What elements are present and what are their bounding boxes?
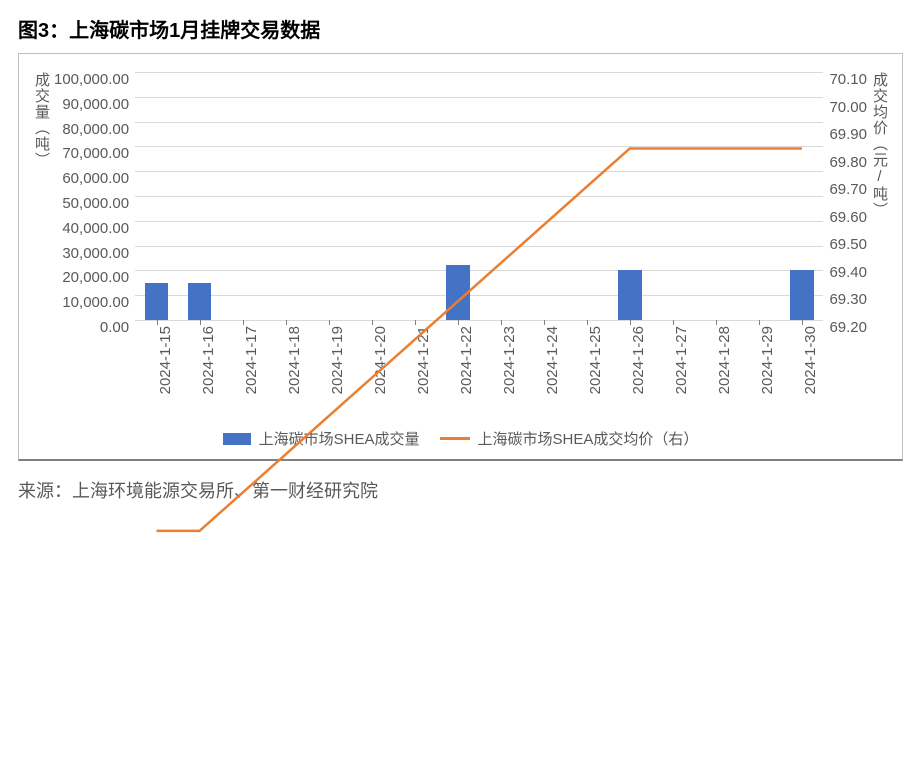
price-line: [157, 148, 802, 530]
y-right-ticks: 70.1070.0069.9069.8069.7069.6069.5069.40…: [823, 72, 867, 320]
y-left-ticks: 100,000.0090,000.0080,000.0070,000.0060,…: [54, 72, 135, 320]
plot-area: [135, 72, 823, 320]
chart-title: 图3：上海碳市场1月挂牌交易数据: [18, 14, 903, 43]
y-right-axis-title: 成交均价（元/吨）: [867, 72, 892, 449]
y-left-axis-title: 成交量（吨）: [29, 72, 54, 449]
chart-frame: 成交量（吨） 100,000.0090,000.0080,000.0070,00…: [18, 53, 903, 461]
line-layer: [135, 72, 823, 760]
